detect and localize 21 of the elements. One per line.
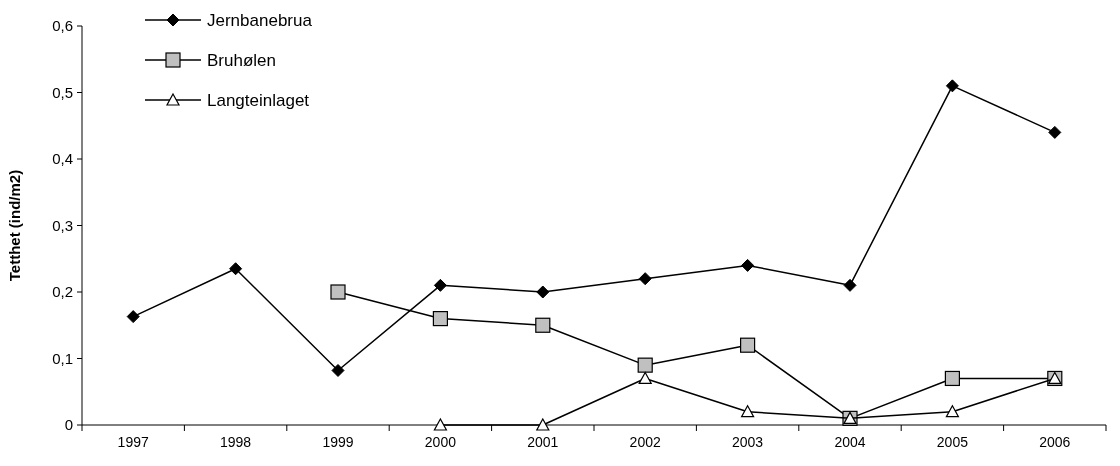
x-tick-label: 2001 <box>527 434 559 450</box>
y-tick-label: 0 <box>64 416 73 434</box>
x-tick-label: 2004 <box>834 434 866 450</box>
x-tick-label: 2005 <box>936 434 969 450</box>
y-tick-label: 0,6 <box>52 17 73 35</box>
y-axis-title: Tetthet (ind/m2) <box>6 169 23 282</box>
legend-label: Langteinlaget <box>207 90 310 110</box>
x-tick-label: 1998 <box>220 434 252 450</box>
y-tick-label: 0,3 <box>52 216 73 234</box>
y-tick-label: 0,1 <box>52 349 73 367</box>
legend-label: Jernbanebrua <box>207 10 313 30</box>
y-tick-label: 0,5 <box>52 83 73 101</box>
x-tick-label: 2006 <box>1039 434 1071 450</box>
x-tick-label: 1999 <box>322 434 354 450</box>
legend-label: Bruhølen <box>207 50 276 70</box>
y-tick-label: 0,2 <box>52 283 73 301</box>
x-tick-label: 1997 <box>117 434 149 450</box>
x-tick-label: 2002 <box>629 434 661 450</box>
y-tick-label: 0,4 <box>52 150 73 168</box>
x-tick-label: 2003 <box>732 434 764 450</box>
x-tick-label: 2000 <box>424 434 457 450</box>
